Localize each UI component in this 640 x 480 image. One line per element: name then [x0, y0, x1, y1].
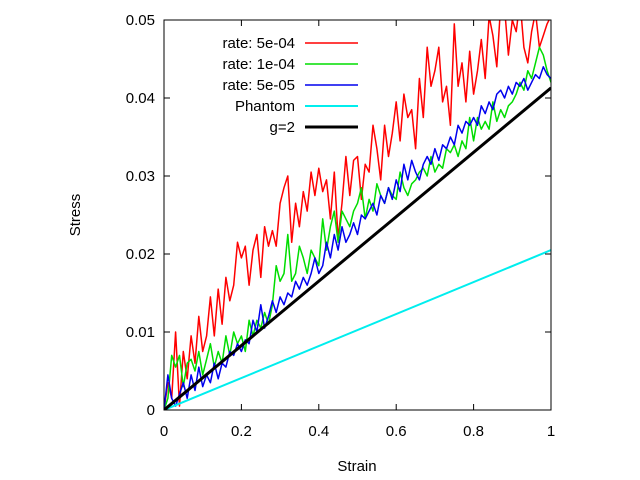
legend-label: g=2 — [270, 119, 295, 136]
y-tick-label: 0 — [147, 402, 155, 419]
ticks-layer: 0 0.2 0.4 0.6 0.8 1 0 0.01 0.02 0.03 0.04 0.05 — [126, 12, 555, 440]
plot-frame — [163, 19, 552, 411]
series-line-rate-1e-04 — [164, 46, 551, 410]
series-line-rate-5e-04 — [164, 20, 550, 410]
y-tick-label: 0.04 — [126, 90, 155, 107]
x-axis-title: Strain — [337, 458, 376, 475]
x-tick-label: 0.8 — [463, 423, 484, 440]
y-tick-label: 0.02 — [126, 246, 155, 263]
legend-label: rate: 5e-05 — [222, 77, 295, 94]
legend-label: Phantom — [235, 98, 295, 115]
y-axis-title: Stress — [67, 194, 84, 237]
x-tick-label: 0.4 — [308, 423, 329, 440]
series-line-g-2 — [164, 86, 551, 410]
legend: rate: 5e-04 rate: 1e-04 rate: 5e-05 Phantom… — [222, 35, 358, 136]
series-line-phantom — [164, 249, 551, 410]
x-tick-label: 0.6 — [386, 423, 407, 440]
y-tick-label: 0.05 — [126, 12, 155, 29]
legend-label: rate: 1e-04 — [222, 56, 295, 73]
y-tick-label: 0.01 — [126, 324, 155, 341]
y-tick-label: 0.03 — [126, 168, 155, 185]
x-tick-label: 0.2 — [231, 423, 252, 440]
legend-label: rate: 5e-04 — [222, 35, 295, 52]
x-tick-label: 1 — [547, 423, 555, 440]
x-tick-label: 0 — [160, 423, 168, 440]
series-layer — [164, 20, 551, 410]
